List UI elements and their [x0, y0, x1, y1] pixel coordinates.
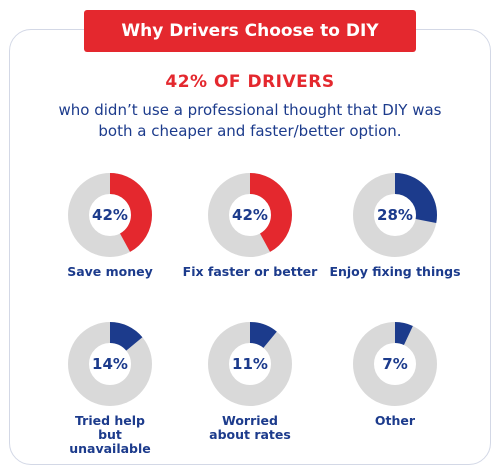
headline: 42% OF DRIVERS: [165, 72, 335, 92]
donut-slice-fix-faster-or-better: [208, 173, 292, 257]
donut-value-label: 42%: [92, 206, 128, 224]
donut-other: 7%: [353, 322, 437, 406]
donut-slice-tried-help-but-unavailable: [68, 322, 152, 406]
label-save-money: Save money: [67, 264, 153, 279]
donut-save-money: 42%: [68, 173, 152, 257]
donut-slice-save-money: [68, 173, 152, 257]
banner-title: Why Drivers Choose to DIY: [121, 21, 379, 41]
donut-slice-enjoy-fixing-things: [353, 173, 437, 257]
donut-value-label: 28%: [377, 206, 413, 224]
donut-fix-faster-or-better: 42%: [208, 173, 292, 257]
donut-value-label: 7%: [382, 355, 407, 373]
title-banner: Why Drivers Choose to DIY: [84, 10, 416, 52]
donut-worried-about-rates: 11%: [208, 322, 292, 406]
label-enjoy-fixing: Enjoy fixing things: [329, 264, 461, 279]
donut-value-label: 11%: [232, 355, 268, 373]
donut-value-label: 42%: [232, 206, 268, 224]
donut-enjoy-fixing-things: 28%: [353, 173, 437, 257]
label-tried-help: Tried help but unavailable: [69, 413, 151, 456]
label-worried-rates: Worried about rates: [209, 413, 291, 442]
subhead: who didn’t use a professional thought th…: [58, 101, 442, 140]
donut-slice-worried-about-rates: [208, 322, 292, 406]
label-fix-faster: Fix faster or better: [182, 264, 318, 279]
donut-tried-help-but-unavailable: 14%: [68, 322, 152, 406]
donut-value-label: 14%: [92, 355, 128, 373]
label-other: Other: [374, 413, 416, 428]
donut-slice-other: [353, 322, 437, 406]
